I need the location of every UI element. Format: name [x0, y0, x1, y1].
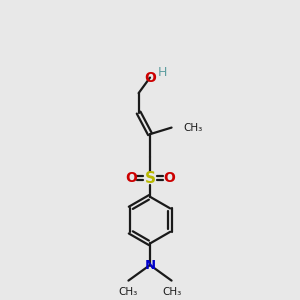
- Text: S: S: [145, 171, 155, 186]
- Text: O: O: [163, 171, 175, 185]
- Text: CH₃: CH₃: [163, 287, 182, 297]
- Text: H: H: [158, 66, 167, 79]
- Text: O: O: [125, 171, 137, 185]
- Text: CH₃: CH₃: [183, 123, 202, 133]
- Text: O: O: [144, 70, 156, 85]
- Text: CH₃: CH₃: [118, 287, 137, 297]
- Text: N: N: [144, 259, 156, 272]
